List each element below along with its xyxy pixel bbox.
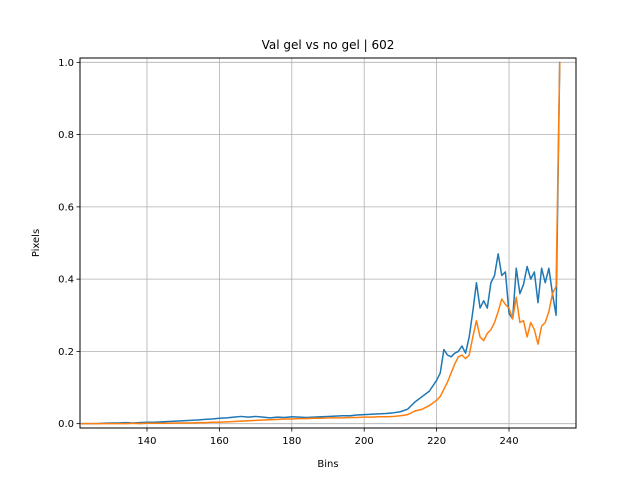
x-tick-label: 200: [355, 436, 374, 447]
x-axis-ticks: 140 160 180 200 220 240: [137, 428, 519, 447]
series-line-2: [81, 61, 561, 425]
x-tick-label: 140: [137, 436, 156, 447]
x-tick-label: 160: [210, 436, 229, 447]
grid-lines: [80, 58, 576, 428]
y-tick-label: 0.6: [58, 202, 74, 213]
y-tick-label: 0.2: [58, 347, 74, 358]
x-tick-label: 220: [427, 436, 446, 447]
y-tick-label: 0.0: [58, 419, 74, 430]
x-tick-label: 180: [282, 436, 301, 447]
plot-frame: [79, 57, 577, 429]
plot-area: [80, 58, 576, 428]
y-axis-label: Pixels: [31, 229, 42, 257]
y-tick-label: 0.4: [58, 275, 74, 286]
x-axis-label: Bins: [317, 459, 338, 470]
series-line-1: [81, 61, 561, 425]
y-tick-label: 1.0: [58, 58, 74, 69]
series-layer: [81, 61, 561, 425]
y-axis-ticks: 0.0 0.2 0.4 0.6 0.8 1.0: [58, 58, 80, 430]
x-tick-label: 240: [499, 436, 518, 447]
y-tick-label: 0.8: [58, 130, 74, 141]
chart-title: Val gel vs no gel | 602: [262, 38, 395, 52]
